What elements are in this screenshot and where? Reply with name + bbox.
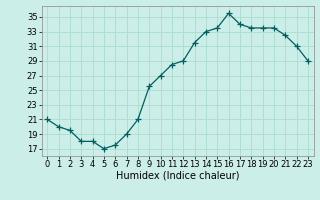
X-axis label: Humidex (Indice chaleur): Humidex (Indice chaleur) (116, 171, 239, 181)
